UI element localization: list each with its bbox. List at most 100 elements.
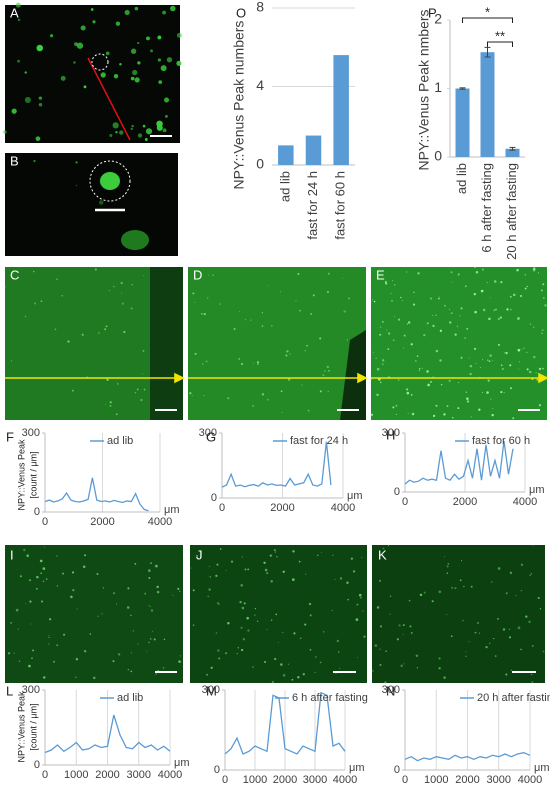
spot (40, 572, 42, 575)
y-axis-label: NPY::Venus Peak (16, 439, 26, 511)
spot (127, 668, 130, 671)
spot (33, 159, 36, 163)
spot (28, 664, 31, 668)
spot (155, 564, 158, 568)
panel-label: G (206, 429, 216, 444)
spot (526, 285, 528, 288)
spot (395, 413, 397, 416)
spot (264, 661, 267, 663)
spot (403, 334, 406, 337)
spot (112, 122, 119, 129)
spot (319, 661, 322, 664)
spot (254, 608, 257, 610)
spot (105, 325, 108, 328)
y-axis-label: NPY::Venus Peak numbers (231, 21, 247, 190)
spot (464, 285, 467, 288)
spot (540, 289, 543, 292)
spot (432, 324, 435, 328)
spot (487, 359, 489, 361)
spot (476, 621, 480, 625)
y-axis-label: [count / μm] (28, 451, 38, 498)
panel-label: K (378, 547, 387, 562)
spot (380, 326, 382, 328)
spot (429, 297, 433, 300)
spot (334, 578, 336, 580)
micrograph (5, 545, 183, 683)
spot (402, 634, 404, 636)
spot (385, 650, 387, 652)
spot (36, 44, 44, 52)
spot (219, 548, 222, 550)
y-tick-label: 0 (256, 156, 264, 172)
spot (542, 650, 545, 653)
y-tick-label: 0 (34, 759, 40, 771)
spot (130, 652, 132, 654)
spot (144, 592, 147, 595)
spot (25, 603, 27, 605)
spot (240, 626, 243, 629)
spot (490, 398, 492, 400)
spot (134, 392, 137, 394)
spot (491, 581, 493, 583)
spot (302, 673, 305, 676)
spot (446, 565, 449, 568)
spot (451, 281, 453, 283)
spot (170, 5, 176, 12)
spot (137, 41, 140, 45)
spot (130, 614, 132, 617)
spot (152, 630, 154, 632)
spot (42, 580, 45, 583)
spot (215, 632, 217, 634)
spot (379, 663, 382, 666)
spot (411, 412, 415, 416)
spot (478, 408, 481, 411)
spot (542, 283, 545, 286)
spot (113, 285, 115, 288)
spot (301, 384, 303, 386)
spot (517, 317, 520, 320)
spot (158, 80, 163, 84)
spot (454, 333, 457, 336)
spot (210, 666, 213, 669)
spot (63, 633, 66, 636)
spot (271, 680, 274, 684)
spot (480, 289, 484, 293)
spot (247, 629, 250, 632)
spot (177, 587, 180, 590)
spot (463, 585, 465, 588)
spot (462, 619, 464, 622)
spot (446, 572, 449, 575)
spot (179, 655, 181, 657)
spot (156, 120, 163, 128)
spot (29, 600, 32, 603)
spot (291, 678, 294, 681)
spot (130, 76, 135, 81)
spot (352, 570, 356, 573)
spot (80, 25, 86, 31)
spot (396, 638, 399, 641)
spot (376, 393, 379, 397)
spot (75, 184, 78, 187)
spot (115, 603, 118, 605)
x-tick-label: 4000 (513, 496, 537, 508)
spot (443, 304, 446, 307)
spot (127, 587, 130, 590)
micrograph (190, 545, 367, 683)
y-tick-label: 1 (434, 79, 442, 95)
spot (376, 367, 380, 371)
y-tick-label: 300 (22, 427, 40, 439)
spot (379, 381, 382, 384)
spot (379, 648, 381, 650)
legend-label: ad lib (117, 692, 143, 704)
spot (140, 398, 143, 402)
spot (70, 595, 73, 599)
spot (35, 136, 41, 142)
spot (410, 631, 413, 634)
spot (145, 128, 153, 135)
spot (379, 625, 383, 628)
y-tick-label: 300 (202, 684, 220, 696)
y-axis-label: NPY::Venus Peak nmbers (416, 9, 432, 170)
spot (497, 317, 501, 321)
spot (517, 348, 521, 352)
spot (512, 293, 516, 297)
